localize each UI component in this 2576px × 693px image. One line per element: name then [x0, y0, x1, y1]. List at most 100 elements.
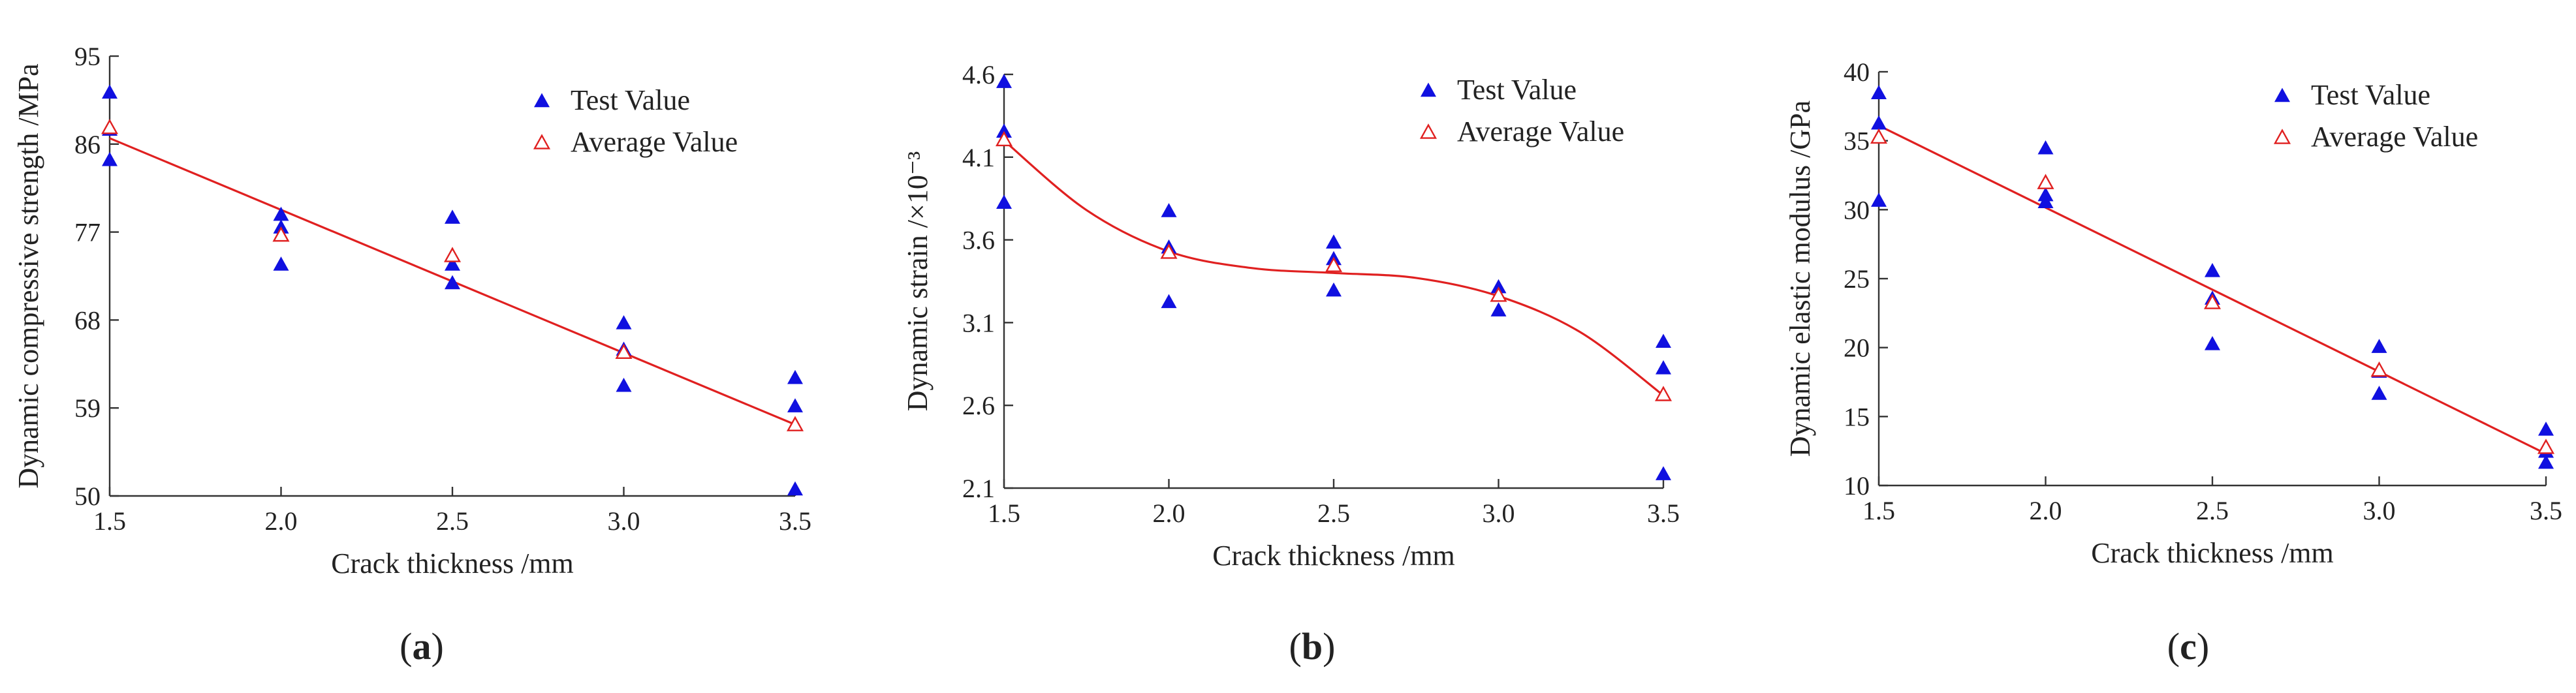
test-value-point: [1871, 85, 1887, 100]
average-value-point: [1160, 243, 1178, 259]
test-value-point: [996, 123, 1012, 138]
test-value-point: [1326, 234, 1342, 249]
y-tick-label: 86: [74, 130, 101, 159]
x-tick-label: 1.5: [988, 499, 1020, 528]
panel-a: 50 59 68 77 86 95 1.5 2.0 2.5 3.0 3.5 Crack thickne…: [12, 42, 811, 668]
legend: Test Value Average Value: [533, 84, 738, 158]
panel-label-close: ): [2197, 625, 2209, 668]
y-tick-label: 35: [1844, 127, 1870, 156]
panel-label: (b): [1289, 625, 1336, 668]
y-tick-label: 77: [74, 218, 101, 247]
fit-line: [1003, 140, 1664, 397]
x-tick-label: 2.5: [2196, 496, 2229, 525]
y-axis-label: Dynamic compressive strength /MPa: [12, 63, 44, 488]
test-value-point: [2205, 263, 2220, 277]
y-tick-label: 68: [74, 305, 101, 335]
test-value-point: [445, 256, 460, 271]
test-value-point: [1490, 279, 1507, 294]
x-axis-label: Crack thickness /mm: [1212, 540, 1455, 572]
y-tick-label: 15: [1844, 402, 1870, 431]
panel-label-letter: a: [413, 625, 432, 668]
y-tick-label: 59: [74, 393, 101, 423]
fit-line: [1878, 124, 2547, 455]
x-tick-label: 3.5: [1647, 499, 1680, 528]
legend: Test Value Average Value: [2273, 79, 2478, 153]
x-tick-label: 3.5: [779, 506, 811, 536]
x-tick-label: 2.5: [1317, 499, 1350, 528]
panel-label-close: ): [1323, 625, 1335, 668]
x-tick-label: 1.5: [1862, 496, 1895, 525]
panel-label: (c): [2167, 625, 2209, 668]
x-tick-label: 3.0: [2363, 496, 2396, 525]
legend-test-marker: [2274, 87, 2290, 102]
panel-label-open: (: [2167, 625, 2180, 668]
panel-label-open: (: [1289, 625, 1302, 668]
average-value-point: [1654, 386, 1673, 401]
panel-label-close: ): [432, 625, 444, 668]
x-tick-label: 3.0: [608, 506, 640, 536]
test-value-point: [1871, 115, 1887, 130]
x-tick-label: 2.0: [1153, 499, 1186, 528]
y-axis-label: Dynamic strain /×10⁻³: [902, 151, 934, 412]
test-value-point: [996, 74, 1012, 88]
test-value-point: [445, 209, 460, 224]
legend-average-marker: [533, 134, 551, 149]
legend-average-marker: [1419, 123, 1437, 139]
test-value-point: [616, 315, 632, 330]
test-value-point: [2205, 336, 2220, 350]
test-value-point: [102, 151, 118, 166]
test-value-point: [787, 398, 803, 412]
average-value-point: [615, 343, 633, 360]
test-value-point: [2037, 140, 2054, 155]
average-value-point: [2203, 294, 2222, 309]
test-value-point: [1161, 294, 1177, 309]
panel-c: 10 15 20 25 30 35 40 1.5 2.0 2.5 3.0 3.5 Crack thick…: [1784, 57, 2562, 668]
legend-test-label: Test Value: [2311, 79, 2430, 111]
test-value-point: [1656, 360, 1671, 375]
y-tick-label: 4.1: [962, 143, 995, 172]
test-value-point: [1161, 203, 1177, 217]
y-tick-label: 40: [1844, 57, 1870, 87]
panel-label-letter: b: [1302, 625, 1323, 668]
legend-test-marker: [1421, 82, 1436, 97]
average-value-point: [443, 247, 462, 262]
test-value-point: [273, 206, 289, 221]
y-tick-label: 20: [1844, 333, 1870, 363]
y-tick-label: 30: [1844, 195, 1870, 224]
average-value-point: [995, 131, 1013, 147]
panel-b: 2.1 2.6 3.1 3.6 4.1 4.6 1.5 2.0 2.5 3.0 3.5 Crack t…: [902, 60, 1680, 668]
test-value-point: [2538, 422, 2554, 436]
legend-average-marker: [2273, 129, 2291, 144]
test-value-point: [1326, 282, 1342, 297]
x-tick-label: 2.0: [2030, 496, 2062, 525]
test-value-point: [787, 369, 803, 384]
test-value-point: [996, 194, 1012, 209]
test-value-point: [787, 481, 803, 496]
legend-test-label: Test Value: [1457, 74, 1577, 106]
legend: Test Value Average Value: [1419, 74, 1624, 147]
panel-label: (a): [400, 625, 444, 668]
legend-average-label: Average Value: [571, 126, 738, 158]
test-value-point: [1656, 333, 1671, 348]
x-tick-label: 3.5: [2530, 496, 2562, 525]
test-value-point: [102, 84, 118, 99]
x-tick-label: 2.0: [265, 506, 298, 536]
y-tick-label: 2.1: [962, 474, 995, 503]
legend-test-label: Test Value: [571, 84, 690, 116]
average-value-point: [1870, 128, 1888, 144]
test-value-point: [1656, 466, 1671, 480]
average-value-point: [101, 119, 119, 134]
x-tick-label: 1.5: [93, 506, 126, 536]
y-tick-label: 10: [1844, 471, 1870, 501]
test-value-point: [445, 275, 460, 290]
test-value-point: [1490, 302, 1507, 316]
y-tick-label: 3.1: [962, 308, 995, 337]
y-tick-label: 3.6: [962, 226, 995, 255]
y-tick-label: 4.6: [962, 60, 995, 89]
y-tick-label: 50: [74, 482, 101, 511]
panel-label-open: (: [400, 625, 412, 668]
x-axis-label: Crack thickness /mm: [2091, 537, 2334, 569]
y-tick-label: 2.6: [962, 391, 995, 420]
panel-label-letter: c: [2180, 625, 2197, 668]
